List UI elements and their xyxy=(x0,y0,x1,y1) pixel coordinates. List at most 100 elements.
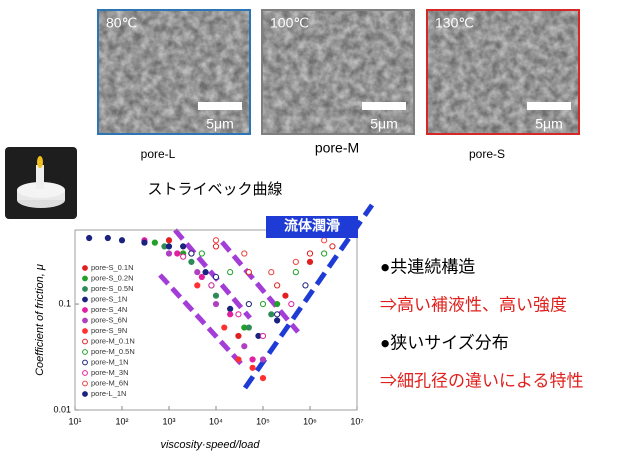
sample-icon xyxy=(5,147,77,219)
temperature-label: 80℃ xyxy=(106,15,137,31)
legend-label: pore-M_0.1N xyxy=(91,336,135,345)
data-point xyxy=(275,301,280,306)
data-point xyxy=(199,251,204,256)
bullet-text: ⇒細孔径の違いによる特性 xyxy=(380,371,584,390)
data-point xyxy=(275,283,280,288)
data-point xyxy=(250,357,255,362)
data-point xyxy=(246,301,251,306)
data-point xyxy=(189,259,194,264)
data-point xyxy=(166,244,171,249)
data-point xyxy=(203,270,208,275)
x-tick-label: 10⁴ xyxy=(209,416,223,426)
data-point xyxy=(199,274,204,279)
legend-label: pore-S_6N xyxy=(91,315,127,324)
legend-marker xyxy=(83,329,88,334)
legend-marker xyxy=(83,339,88,344)
sem-image: 80℃ 5μm xyxy=(98,10,250,134)
data-point xyxy=(322,238,327,243)
data-point xyxy=(283,293,288,298)
data-point xyxy=(213,238,218,243)
legend-marker xyxy=(83,276,88,281)
legend-label: pore-S_0.2N xyxy=(91,273,134,282)
sem-image: 130℃ 5μm xyxy=(427,10,579,134)
data-point xyxy=(242,344,247,349)
data-point xyxy=(87,235,92,240)
data-point xyxy=(236,357,241,362)
x-tick-label: 10¹ xyxy=(68,416,81,426)
legend-label: pore-S_9N xyxy=(91,326,127,335)
data-point xyxy=(213,301,218,306)
data-point xyxy=(181,244,186,249)
data-point xyxy=(246,325,251,330)
data-point xyxy=(222,325,227,330)
image-caption: pore-M xyxy=(315,140,359,156)
legend-label: pore-S_1N xyxy=(91,294,127,303)
x-axis-label: viscosity·speed/load xyxy=(160,439,260,451)
x-tick-label: 10⁶ xyxy=(303,416,317,426)
legend-marker xyxy=(83,360,88,365)
x-tick-label: 10³ xyxy=(162,416,175,426)
data-point xyxy=(260,376,265,381)
y-tick-label: 0.01 xyxy=(53,404,71,414)
data-point xyxy=(213,274,218,279)
legend-label: pore-S_4N xyxy=(91,305,127,314)
legend-marker xyxy=(83,297,88,302)
data-point xyxy=(209,283,214,288)
data-point xyxy=(166,251,171,256)
data-point xyxy=(152,240,157,245)
data-point xyxy=(260,301,265,306)
legend-marker xyxy=(83,266,88,271)
scale-label: 5μm xyxy=(206,116,234,132)
legend-label: pore-S_0.5N xyxy=(91,284,134,293)
data-point xyxy=(330,244,335,249)
bullet-text: ⇒高い補液性、高い強度 xyxy=(380,295,567,314)
legend-marker xyxy=(83,318,88,323)
data-point xyxy=(307,251,312,256)
data-point xyxy=(119,238,124,243)
data-point xyxy=(293,259,298,264)
y-axis-label: Coefficient of friction, μ xyxy=(34,264,46,376)
data-point xyxy=(142,240,147,245)
image-caption: pore-S xyxy=(469,147,505,161)
slide: 10¹10²10³10⁴10⁵10⁶10⁷0.010.1pore-S_0.1Np… xyxy=(0,0,638,454)
data-point xyxy=(228,306,233,311)
data-point xyxy=(195,283,200,288)
data-point xyxy=(228,270,233,275)
image-caption: pore-L xyxy=(141,147,176,161)
legend-label: pore-S_0.1N xyxy=(91,263,134,272)
data-point xyxy=(269,312,274,317)
scale-bar xyxy=(362,102,406,110)
legend-marker xyxy=(83,350,88,355)
scale-bar xyxy=(198,102,242,110)
data-point xyxy=(213,244,218,249)
data-point xyxy=(303,283,308,288)
data-point xyxy=(181,254,186,259)
data-point xyxy=(260,333,265,338)
data-point xyxy=(246,270,251,275)
data-point xyxy=(166,238,171,243)
chart-title: ストライベック曲線 xyxy=(147,181,282,198)
legend-marker xyxy=(83,392,88,397)
legend-label: pore-M_0.5N xyxy=(91,347,135,356)
data-point xyxy=(275,318,280,323)
data-point xyxy=(175,251,180,256)
data-point xyxy=(322,251,327,256)
scale-bar xyxy=(527,102,571,110)
scale-label: 5μm xyxy=(535,116,563,132)
annotation: 流体潤滑 xyxy=(284,218,340,234)
x-tick-label: 10⁵ xyxy=(256,416,270,426)
data-point xyxy=(250,365,255,370)
data-point xyxy=(293,270,298,275)
x-tick-label: 10⁷ xyxy=(350,416,363,426)
scale-label: 5μm xyxy=(370,116,398,132)
y-tick-label: 0.1 xyxy=(58,298,71,308)
bullet-text: ●共連続構造 xyxy=(380,257,475,276)
legend-label: pore-L_1N xyxy=(91,389,126,398)
data-point xyxy=(236,333,241,338)
data-point xyxy=(105,235,110,240)
data-point xyxy=(236,312,241,317)
legend-label: pore-M_1N xyxy=(91,357,129,366)
temperature-label: 130℃ xyxy=(435,15,474,31)
legend-marker xyxy=(83,381,88,386)
